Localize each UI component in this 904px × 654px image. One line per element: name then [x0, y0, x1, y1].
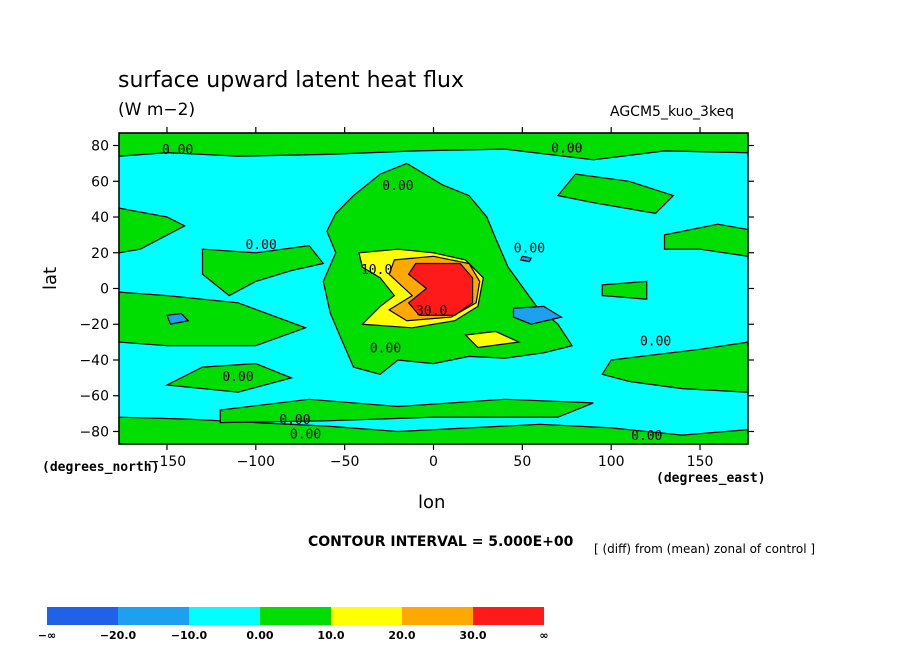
contour-region-18 — [407, 262, 474, 316]
contour-label-12: 0.00 — [631, 429, 662, 444]
contour-region-11 — [219, 398, 594, 424]
contour-label-9: 0.00 — [222, 370, 253, 385]
x-tick-label-3: 0 — [429, 454, 438, 470]
y-tick-label-4: 0 — [100, 282, 109, 298]
contour-label-7: 0.00 — [370, 341, 401, 356]
x-tick-label-2: −50 — [330, 454, 360, 470]
contour-label-6: 30.0 — [416, 304, 447, 319]
x-axis-unit: (degrees_east) — [656, 471, 766, 486]
contour-interval: CONTOUR INTERVAL = 5.000E+00 — [308, 534, 574, 550]
x-tick-label-1: −100 — [237, 454, 275, 470]
x-tick-label-5: 100 — [598, 454, 625, 470]
y-axis-unit: (degrees_north) — [42, 460, 160, 475]
colorbar-swatch-4 — [331, 607, 402, 625]
y-tick-label-8: −80 — [79, 424, 109, 440]
colorbar-label-4: 10.0 — [317, 629, 344, 642]
colorbar-swatch-1 — [118, 607, 189, 625]
colorbar-label-5: 20.0 — [388, 629, 415, 642]
chart-units: (W m−2) — [118, 100, 196, 120]
contour-region-10 — [164, 362, 294, 393]
contour-region-9 — [601, 341, 749, 393]
colorbar-swatch-2 — [189, 607, 260, 625]
contour-label-2: 0.00 — [382, 179, 413, 194]
colorbar-label-2: −10.0 — [171, 629, 208, 642]
colorbar-swatch-5 — [402, 607, 473, 625]
y-tick-label-2: 40 — [91, 210, 109, 226]
contour-label-3: 0.00 — [245, 238, 276, 253]
contour-label-4: 0.00 — [514, 241, 545, 256]
contour-region-8 — [601, 280, 648, 300]
colorbar-label-6: 30.0 — [459, 629, 486, 642]
colorbar-swatch-0 — [47, 607, 118, 625]
contour-region-6 — [556, 173, 675, 215]
colorbar-label-0: −∞ — [38, 629, 56, 642]
y-tick-label-1: 60 — [91, 174, 109, 190]
contour-label-1: 0.00 — [551, 141, 582, 156]
contour-label-8: 0.00 — [640, 334, 671, 349]
chart-title: surface upward latent heat flux — [118, 68, 465, 93]
contour-region-13 — [512, 305, 563, 325]
colorbar-swatch-6 — [473, 607, 544, 625]
contour-label-5: 10.0 — [361, 263, 392, 278]
x-axis-label: lon — [418, 492, 446, 513]
colorbar-label-7: ∞ — [539, 629, 548, 642]
colorbar-label-3: 0.00 — [246, 629, 273, 642]
contour-label-0: 0.00 — [162, 143, 193, 158]
y-tick-label-0: 80 — [91, 139, 109, 155]
y-tick-label-7: −60 — [79, 389, 109, 405]
contour-region-14 — [519, 255, 533, 263]
colorbar-label-1: −20.0 — [100, 629, 137, 642]
y-tick-label-5: −20 — [79, 317, 109, 333]
x-tick-label-6: 150 — [687, 454, 714, 470]
contour-region-5 — [118, 291, 308, 347]
y-tick-label-6: −40 — [79, 353, 109, 369]
model-label: AGCM5_kuo_3keq — [610, 104, 735, 120]
x-tick-label-4: 50 — [513, 454, 531, 470]
diff-note: [ (diff) from (mean) zonal of control ] — [594, 542, 816, 556]
contour-region-12 — [166, 312, 190, 325]
contour-label-11: 0.00 — [290, 427, 321, 442]
contour-region-16 — [464, 330, 521, 349]
contour-label-10: 0.00 — [279, 413, 310, 428]
y-tick-label-3: 20 — [91, 246, 109, 262]
x-tick-label-0: −150 — [148, 454, 186, 470]
contour-region-4 — [201, 244, 325, 297]
colorbar-swatch-3 — [260, 607, 331, 625]
